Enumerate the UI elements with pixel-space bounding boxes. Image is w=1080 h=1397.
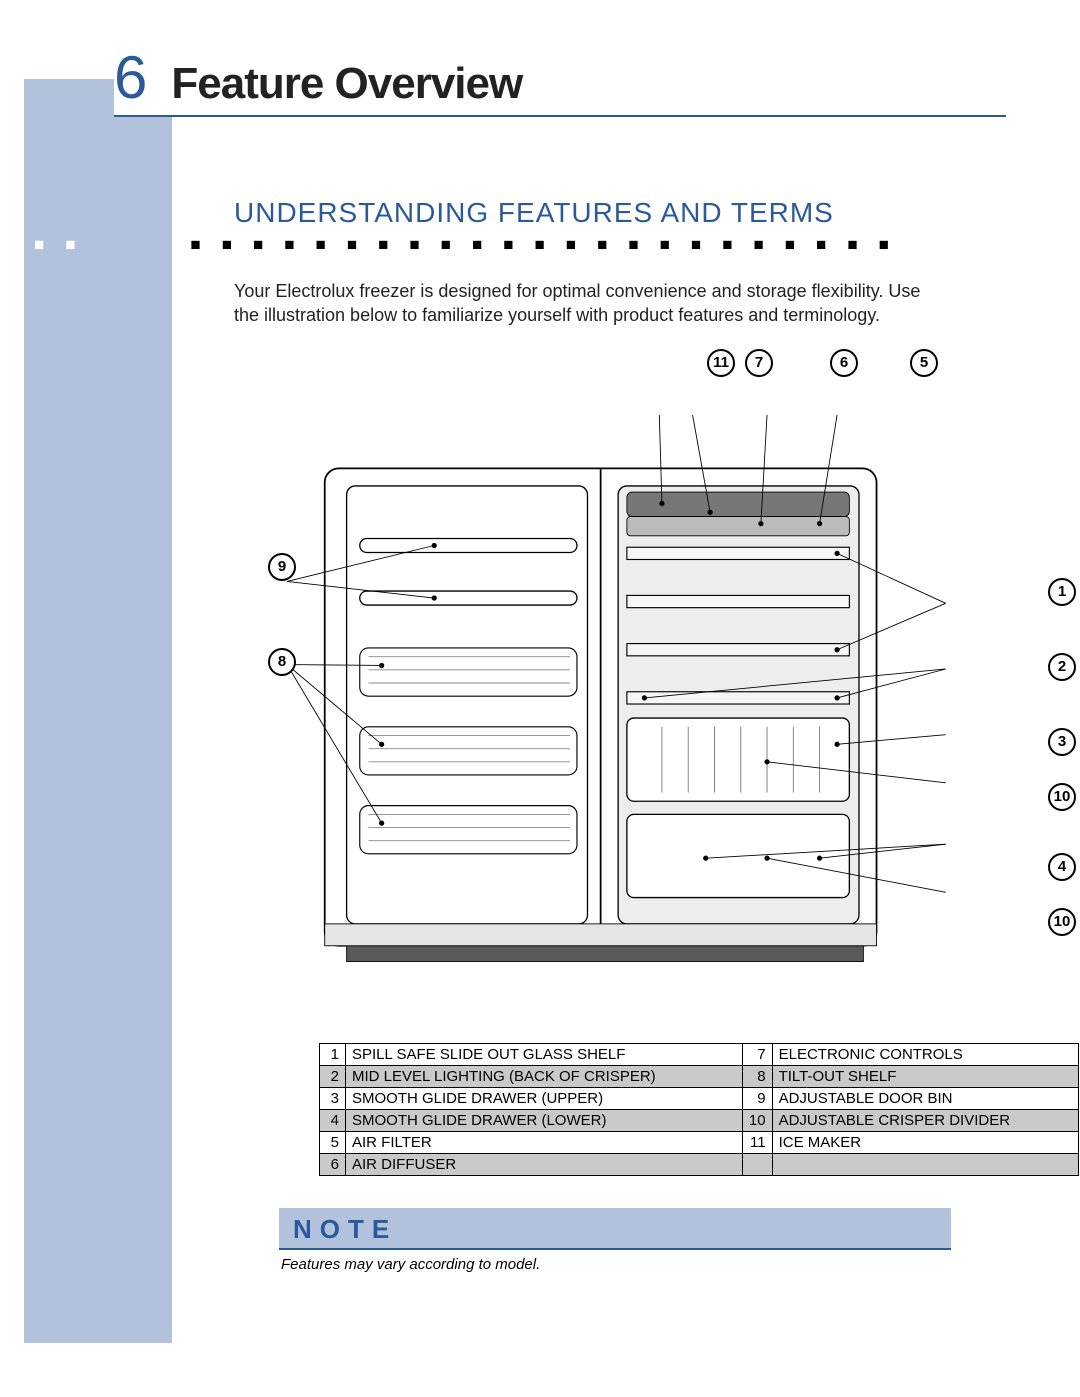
section-number: 6 — [114, 48, 147, 108]
table-row: 4 SMOOTH GLIDE DRAWER (LOWER) 10 ADJUSTA… — [320, 1109, 1079, 1131]
callout-11: 11 — [707, 349, 735, 377]
decorative-dot-row: ■■■■■ ■■■■■■■■■■■■■■■■■■■■■■■ — [34, 235, 966, 255]
diagram-svg — [224, 343, 986, 1023]
callout-4: 4 — [1048, 853, 1076, 881]
callout-2: 2 — [1048, 653, 1076, 681]
callout-9: 9 — [268, 553, 296, 581]
callout-3: 3 — [1048, 728, 1076, 756]
note-box: NOTE Features may vary according to mode… — [279, 1208, 951, 1279]
callout-8: 8 — [268, 648, 296, 676]
callout-7: 7 — [745, 349, 773, 377]
table-row: 2 MID LEVEL LIGHTING (BACK OF CRISPER) 8… — [320, 1065, 1079, 1087]
table-row: 6 AIR DIFFUSER — [320, 1153, 1079, 1175]
callout-10b: 10 — [1048, 908, 1076, 936]
features-table: 1 SPILL SAFE SLIDE OUT GLASS SHELF 7 ELE… — [319, 1043, 1079, 1176]
section-title: Feature Overview — [171, 59, 522, 109]
subsection-heading: UNDERSTANDING FEATURES AND TERMS — [234, 197, 966, 229]
note-text: Features may vary according to model. — [279, 1250, 951, 1279]
callout-1: 1 — [1048, 578, 1076, 606]
table-row: 1 SPILL SAFE SLIDE OUT GLASS SHELF 7 ELE… — [320, 1043, 1079, 1065]
callout-6: 6 — [830, 349, 858, 377]
intro-paragraph: Your Electrolux freezer is designed for … — [234, 279, 946, 328]
table-row: 5 AIR FILTER 11 ICE MAKER — [320, 1131, 1079, 1153]
section-header: 6 Feature Overview — [114, 24, 1006, 117]
freezer-diagram: 11 7 6 5 1 2 3 10 4 10 9 8 — [224, 343, 986, 1023]
callout-10a: 10 — [1048, 783, 1076, 811]
table-row: 3 SMOOTH GLIDE DRAWER (UPPER) 9 ADJUSTAB… — [320, 1087, 1079, 1109]
note-title: NOTE — [279, 1208, 951, 1250]
callout-5: 5 — [910, 349, 938, 377]
